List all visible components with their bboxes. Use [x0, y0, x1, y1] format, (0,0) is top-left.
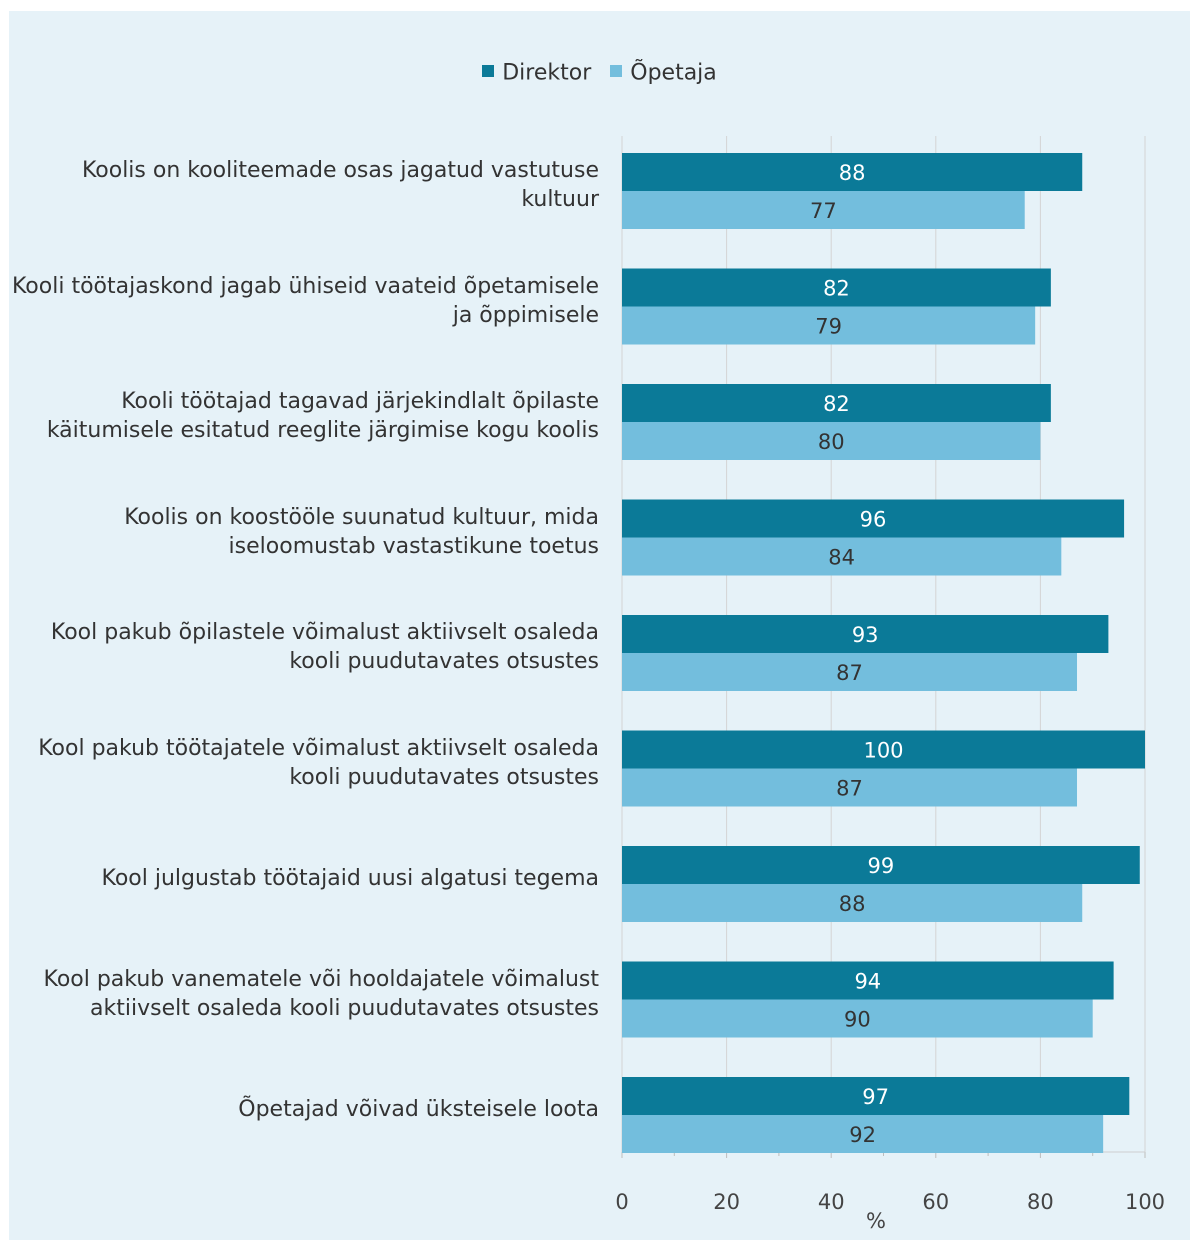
- category-label: Koolis on koostööle suunatud kultuur, mi…: [124, 504, 599, 559]
- x-tick-label: 0: [615, 1190, 628, 1214]
- data-label: 84: [828, 546, 855, 570]
- x-axis-title: %: [866, 1209, 886, 1233]
- legend-item-opetaja: Õpetaja: [610, 60, 717, 86]
- data-label: 99: [868, 854, 895, 878]
- x-tick-label: 40: [818, 1190, 845, 1214]
- bar-direktor: [622, 615, 1109, 653]
- bar-direktor: [622, 499, 1125, 538]
- legend-label-opetaja: Õpetaja: [630, 60, 717, 86]
- bar-opetaja: [622, 999, 1093, 1038]
- legend-label-direktor: Direktor: [502, 60, 592, 86]
- data-label: 100: [863, 739, 903, 763]
- category-label: Kooli töötajad tagavad järjekindlalt õpi…: [46, 389, 599, 443]
- data-label: 90: [844, 1008, 871, 1032]
- bar-opetaja: [622, 306, 1036, 345]
- data-label: 96: [860, 508, 887, 532]
- data-label: 97: [862, 1085, 889, 1109]
- bar-opetaja: [622, 422, 1041, 460]
- bar-direktor: [622, 846, 1140, 884]
- data-label: 79: [815, 315, 842, 339]
- bar-direktor: [622, 1077, 1130, 1115]
- bar-direktor: [622, 384, 1051, 422]
- x-tick-label: 20: [713, 1190, 740, 1214]
- data-label: 82: [823, 277, 850, 301]
- bar-direktor: [622, 153, 1083, 191]
- data-label: 94: [854, 970, 881, 994]
- data-label: 80: [818, 430, 845, 454]
- category-label: Kool pakub õpilastele võimalust aktiivse…: [50, 620, 599, 674]
- bar-opetaja: [622, 653, 1078, 691]
- bar-opetaja: [622, 1115, 1104, 1153]
- bar-opetaja: [622, 537, 1062, 576]
- bar-direktor: [622, 268, 1051, 307]
- legend-swatch-direktor: [482, 65, 495, 78]
- data-label: 82: [823, 392, 850, 416]
- category-label: Kool pakub töötajatele võimalust aktiivs…: [38, 735, 599, 790]
- x-tick-label: 100: [1125, 1190, 1165, 1214]
- category-label: Õpetajad võivad üksteisele loota: [238, 1096, 599, 1122]
- legend: Direktor Õpetaja: [0, 60, 1199, 86]
- data-label: 92: [849, 1123, 876, 1147]
- bar-direktor: [622, 961, 1114, 1000]
- bar-opetaja: [622, 768, 1078, 807]
- data-label: 77: [810, 199, 837, 223]
- category-label: Kooli töötajaskond jagab ühiseid vaateid…: [11, 273, 599, 328]
- data-label: 88: [839, 161, 866, 185]
- category-label: Koolis on kooliteemade osas jagatud vast…: [81, 158, 599, 212]
- data-label: 87: [836, 661, 863, 685]
- bar-direktor: [622, 730, 1145, 769]
- bar-opetaja: [622, 884, 1083, 922]
- bar-opetaja: [622, 191, 1025, 229]
- x-tick-label: 80: [1027, 1190, 1054, 1214]
- x-tick-label: 60: [922, 1190, 949, 1214]
- data-label: 87: [836, 777, 863, 801]
- data-label: 88: [839, 892, 866, 916]
- category-label: Kool pakub vanematele või hooldajatele v…: [43, 966, 599, 1021]
- legend-item-direktor: Direktor: [482, 60, 591, 86]
- legend-swatch-opetaja: [610, 65, 623, 78]
- data-label: 93: [852, 623, 879, 647]
- category-label: Kool julgustab töötajaid uusi algatusi t…: [101, 865, 599, 891]
